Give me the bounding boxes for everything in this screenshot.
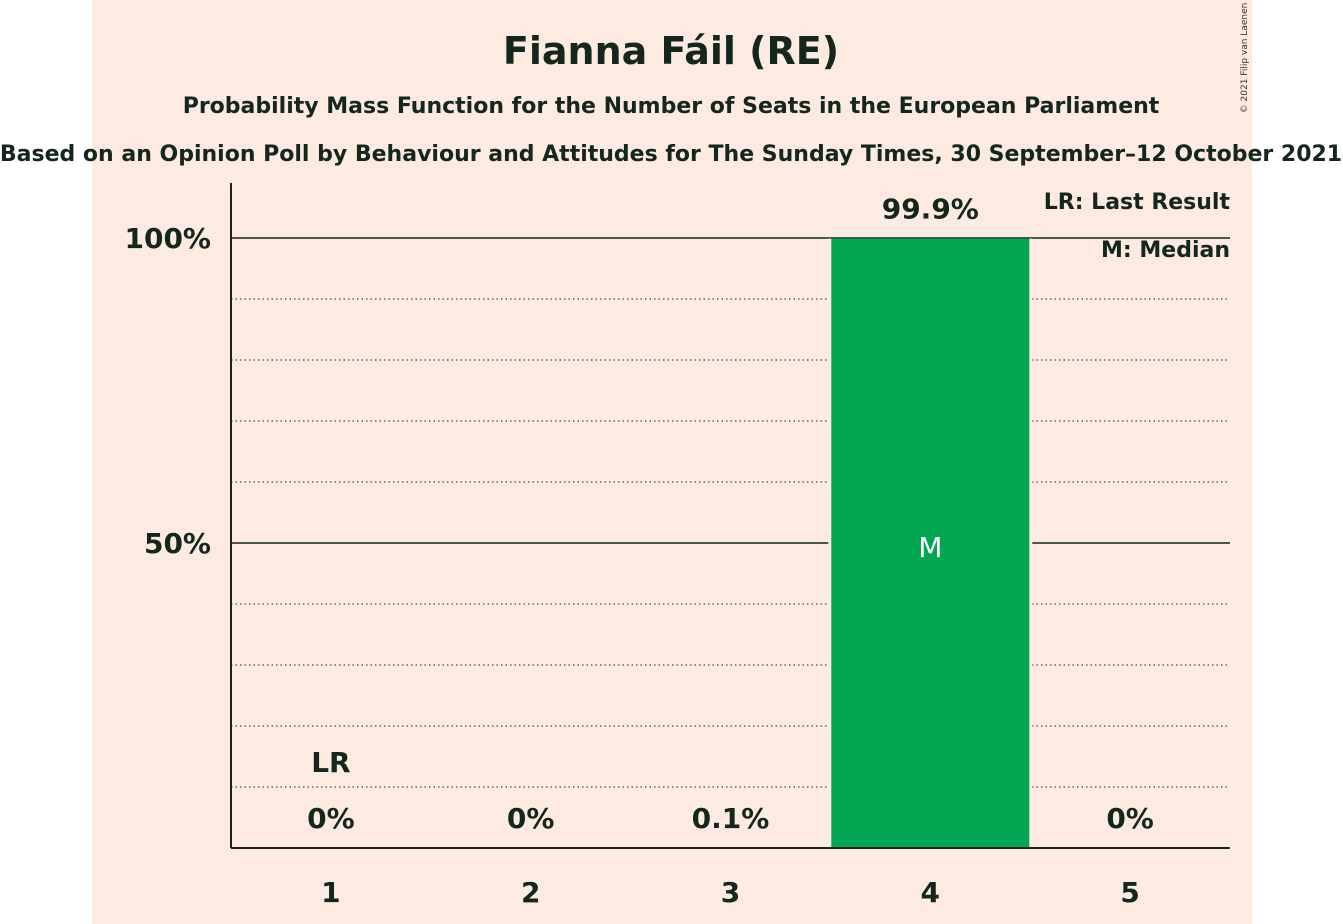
last-result-marker: LR xyxy=(311,746,350,779)
x-tick-label: 5 xyxy=(1120,876,1139,909)
x-tick-label: 4 xyxy=(921,876,940,909)
legend: LR: Last Result M: Median xyxy=(1044,190,1231,263)
bar xyxy=(831,238,1030,849)
chart-source-line: Based on an Opinion Poll by Behaviour an… xyxy=(0,142,1342,167)
grid-layer xyxy=(231,237,1230,788)
y-tick-label: 100% xyxy=(124,222,211,255)
chart-title: Fianna Fáil (RE) xyxy=(503,29,839,73)
y-tick-label: 50% xyxy=(144,527,211,560)
chart-subtitle: Probability Mass Function for the Number… xyxy=(183,94,1160,119)
bar-value-label: 0% xyxy=(1106,802,1154,835)
bar-value-label: 0% xyxy=(307,802,355,835)
bar-value-label: 0.1% xyxy=(692,802,770,835)
label-layer: 0% 0% 0.1% 99.9% 0% M LR xyxy=(307,193,1154,835)
chart-background xyxy=(92,0,1252,924)
median-marker: M xyxy=(918,531,942,564)
x-tick-label: 2 xyxy=(521,876,540,909)
bar-value-label: 99.9% xyxy=(882,193,979,226)
x-tick-label: 1 xyxy=(321,876,340,909)
bar-layer xyxy=(628,238,1033,849)
legend-entry: M: Median xyxy=(1101,238,1230,263)
legend-entry: LR: Last Result xyxy=(1044,190,1231,215)
axis-layer: 50% 100% 1 2 3 4 5 xyxy=(124,183,1230,909)
copyright-note: © 2021 Filip van Laenen xyxy=(1240,3,1250,114)
x-tick-label: 3 xyxy=(721,876,740,909)
bar-value-label: 0% xyxy=(507,802,555,835)
